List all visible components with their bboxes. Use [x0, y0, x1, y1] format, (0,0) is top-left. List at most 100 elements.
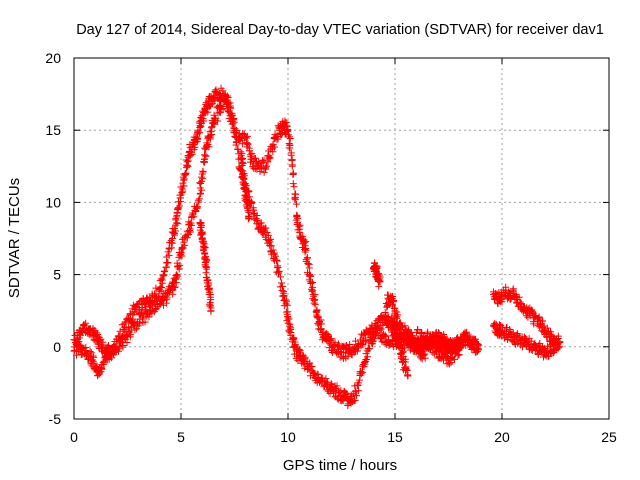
point-track-b-16	[177, 249, 185, 257]
x-tick-label-5: 25	[601, 429, 617, 445]
x-tick-label-3: 15	[387, 429, 403, 445]
point-track-a-49-1	[346, 340, 354, 348]
point-track-a-28-11	[239, 129, 247, 137]
point-track-a-33-3	[271, 143, 279, 151]
point-track-b-16-13	[183, 234, 191, 242]
point-track-a-32-7	[265, 155, 273, 163]
point-spike-6-0-8	[197, 223, 205, 231]
point-track-a-37-4	[289, 170, 297, 178]
tick-labels: 0 5 10 15 20 25 -5 0 5 10 15 20	[45, 50, 617, 445]
point-late-b-16-4-13	[444, 353, 452, 361]
plot-frame	[73, 57, 610, 420]
point-track-a-1-3	[78, 328, 86, 336]
point-track-a-40-9	[304, 259, 312, 267]
point-track-b-25-3	[230, 115, 238, 123]
point-spike-6-4-11	[207, 296, 215, 304]
point-late-b-14-1-8	[373, 262, 381, 270]
point-tail-a-2-9	[502, 283, 510, 291]
point-track-b-25-6	[231, 126, 239, 134]
point-tail-b-11	[556, 343, 564, 351]
point-track-a-15-12	[172, 221, 180, 229]
point-track-b-19-6	[198, 173, 206, 181]
point-track-b-18-11	[195, 195, 203, 203]
point-tail-a-3-11	[509, 287, 517, 295]
point-track-a-55-1	[384, 336, 392, 344]
point-late-b-15-4	[404, 372, 412, 380]
point-track-a-42-7	[311, 300, 319, 308]
point-late-a-16-8-13	[473, 340, 481, 348]
point-track-b-32-4	[274, 269, 282, 277]
point-track-b-47-7	[364, 353, 372, 361]
point-track-a-14-13	[167, 239, 175, 247]
point-track-b-30-10	[264, 231, 272, 239]
point-spike-6-2-1	[201, 244, 209, 252]
point-track-a-7-6	[116, 327, 124, 335]
point-spike-7-3-13	[245, 208, 253, 216]
point-track-b-34-12	[287, 328, 295, 336]
point-track-b-34-3	[284, 319, 292, 327]
point-track-b-36-11	[296, 348, 304, 356]
point-late-b-16-0-12	[418, 329, 426, 337]
point-track-a-20-1	[191, 143, 199, 151]
point-track-b-38-10	[308, 362, 316, 370]
point-track-b-31-4	[269, 246, 277, 254]
point-track-b-16-8	[181, 241, 189, 249]
point-track-b-0-12	[76, 341, 84, 349]
point-track-a-37-5	[290, 183, 298, 191]
y-tick-label-5: 20	[45, 50, 61, 66]
point-track-a-24-1	[207, 101, 215, 109]
point-late-b-16-0-3	[414, 326, 422, 334]
point-track-a-13-7	[158, 276, 166, 284]
point-late-b-15-1-13	[394, 342, 402, 350]
point-track-b-17-8	[186, 225, 194, 233]
point-spike-6-4-9	[206, 300, 214, 308]
point-track-b-45-1	[348, 393, 356, 401]
point-track-a-15-13	[173, 220, 181, 228]
point-spike-7-3-7	[245, 200, 253, 207]
point-track-b-7-4	[115, 347, 123, 355]
point-track-a-32-8	[266, 154, 274, 162]
point-late-b-16-6-10	[455, 351, 463, 359]
point-track-a-16-12	[177, 198, 185, 206]
point-spike-7-2-11	[242, 191, 250, 199]
point-track-b-45-5	[351, 397, 359, 405]
point-track-b-20-1	[200, 158, 208, 166]
point-track-a-40-7	[303, 254, 311, 262]
point-tail-a-10-12	[554, 332, 562, 340]
point-track-a-47-12	[338, 353, 346, 361]
point-track-b-24-11	[226, 104, 234, 112]
point-track-a-15-6	[170, 229, 178, 237]
point-track-a-17-5	[179, 187, 187, 195]
point-track-b-0-7	[73, 351, 81, 359]
point-track-a-21-1	[194, 128, 202, 136]
point-track-b-8-8	[126, 331, 134, 339]
point-late-b-16-0-7	[416, 329, 424, 337]
point-track-b-30-3	[262, 224, 270, 232]
point-track-b-3-4	[90, 359, 98, 367]
point-track-b-20-5	[202, 152, 210, 160]
point-spike-7-0-5	[237, 154, 245, 162]
point-late-a-15-5-2	[408, 331, 416, 339]
point-track-b-46-9	[359, 368, 367, 376]
point-track-b-30-12	[267, 235, 275, 243]
point-track-b-10-12	[145, 302, 153, 310]
point-track-b-15-10	[176, 261, 184, 269]
point-track-b-42-10	[333, 382, 341, 390]
point-track-b-49-1	[374, 324, 382, 332]
point-track-b-32-8	[278, 279, 286, 287]
point-late-b-16-7	[457, 343, 465, 351]
point-track-a-40-3	[302, 244, 310, 252]
point-track-b-20-13	[204, 141, 212, 149]
point-track-b-31-8	[270, 249, 278, 257]
point-track-a-29-7	[244, 139, 252, 147]
point-track-a-22-4	[199, 115, 207, 123]
point-track-b-23-7	[218, 102, 226, 110]
point-late-a-15-6-11	[420, 351, 428, 359]
point-track-a-1-9	[80, 320, 88, 328]
point-track-a-22-7	[200, 109, 208, 117]
point-track-a-32-2	[264, 158, 272, 166]
x-tick-label-0: 0	[70, 429, 78, 445]
point-track-a-5-3	[99, 341, 107, 349]
point-track-a-50-12	[358, 340, 366, 348]
point-track-a-24-6	[210, 95, 218, 103]
